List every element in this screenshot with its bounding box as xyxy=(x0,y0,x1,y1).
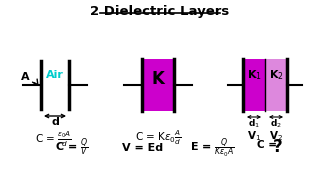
Text: V$_2$: V$_2$ xyxy=(269,129,283,143)
Bar xyxy=(243,59,265,111)
Text: C = K$\varepsilon_0$$\frac{A}{d}$: C = K$\varepsilon_0$$\frac{A}{d}$ xyxy=(135,129,181,147)
Bar xyxy=(265,59,287,111)
Text: C = $\frac{\varepsilon_0 A}{d}$: C = $\frac{\varepsilon_0 A}{d}$ xyxy=(35,129,71,149)
Text: ?: ? xyxy=(273,138,283,156)
Text: d$_1$: d$_1$ xyxy=(248,118,260,130)
Text: K$_2$: K$_2$ xyxy=(268,68,284,82)
Text: K: K xyxy=(152,70,164,88)
Text: d$_2$: d$_2$ xyxy=(270,118,282,130)
Text: C =: C = xyxy=(257,140,281,150)
Text: d: d xyxy=(51,117,59,127)
Text: E = $\frac{Q}{K\varepsilon_0 A}$: E = $\frac{Q}{K\varepsilon_0 A}$ xyxy=(189,136,235,160)
Text: V = Ed: V = Ed xyxy=(123,143,164,153)
Text: K$_1$: K$_1$ xyxy=(246,68,261,82)
Text: Air: Air xyxy=(46,70,64,80)
Bar xyxy=(142,59,174,111)
Text: C = $\frac{Q}{V}$: C = $\frac{Q}{V}$ xyxy=(55,137,89,159)
Text: A: A xyxy=(21,72,29,82)
Text: V$_1$: V$_1$ xyxy=(247,129,261,143)
Text: 2 Dielectric Layers: 2 Dielectric Layers xyxy=(90,5,230,18)
